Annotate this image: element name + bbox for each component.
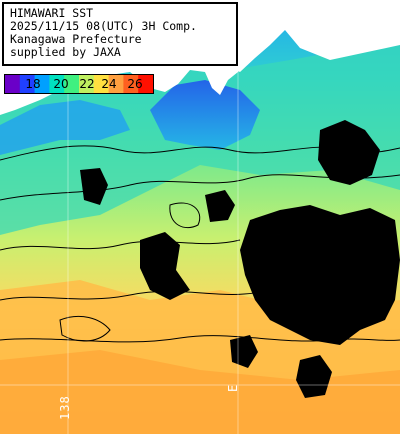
colorbar-swatch <box>49 75 65 93</box>
longitude-label: 138 <box>58 395 72 420</box>
data-credit: supplied by JAXA <box>10 45 121 59</box>
warmest-water-zone <box>0 350 400 434</box>
colorbar-tick-26: 26 <box>127 77 143 91</box>
cloud-central <box>140 232 190 300</box>
colorbar-tick-18: 18 <box>25 77 41 91</box>
cloud-large-east <box>240 205 400 345</box>
cloud-south-center <box>230 335 258 368</box>
sst-colorbar: 18 20 22 24 26 <box>4 74 154 94</box>
colorbar-swatch <box>19 75 36 93</box>
longitude-suffix: E <box>226 383 240 392</box>
timestamp: 2025/11/15 08(UTC) 3H Comp. <box>10 19 197 33</box>
colorbar-swatch <box>64 75 80 93</box>
cloud-northeast <box>318 120 380 185</box>
colorbar-swatches <box>5 75 153 93</box>
colorbar-swatch <box>108 75 124 93</box>
colorbar-tick-24: 24 <box>101 77 117 91</box>
cloud-mid <box>205 190 235 222</box>
bay-water-west <box>0 100 130 155</box>
region-name: Kanagawa Prefecture <box>10 32 142 46</box>
colorbar-swatch <box>138 75 153 93</box>
colorbar-swatch <box>93 75 110 93</box>
cloud-southeast <box>296 355 332 398</box>
colorbar-swatch <box>79 75 95 93</box>
cloud-west-streak <box>80 168 108 205</box>
product-title: HIMAWARI SST <box>10 6 94 20</box>
colorbar-tick-22: 22 <box>79 77 95 91</box>
colorbar-swatch <box>123 75 139 93</box>
colorbar-tick-20: 20 <box>53 77 69 91</box>
bay-water <box>150 80 260 150</box>
colorbar-swatch <box>5 75 21 93</box>
colorbar-swatch <box>34 75 50 93</box>
info-box: HIMAWARI SST 2025/11/15 08(UTC) 3H Comp.… <box>2 2 238 66</box>
isotherm-contours <box>0 145 400 343</box>
